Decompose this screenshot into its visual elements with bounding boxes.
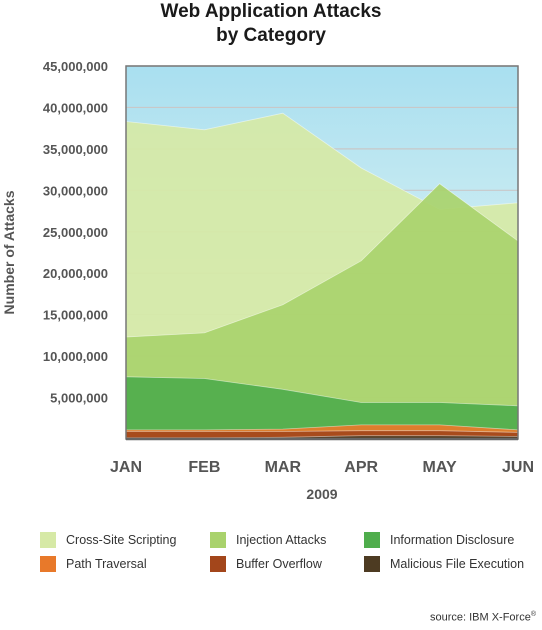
legend-item: Cross-Site Scripting (40, 532, 176, 548)
x-tick-label: FEB (188, 459, 220, 476)
y-tick-labels: 5,000,000 10,000,000 15,000,000 20,000,000 2… (43, 59, 108, 406)
y-tick-label: 25,000,000 (43, 225, 108, 240)
x-tick-label: JAN (110, 459, 142, 476)
x-tick-labels: JAN FEB MAR APR MAY JUN (110, 459, 534, 476)
registered-mark: ® (530, 611, 536, 619)
y-tick-label: 30,000,000 (43, 183, 108, 198)
y-tick-label: 15,000,000 (43, 308, 108, 323)
legend-label: Buffer Overflow (236, 557, 322, 571)
legend-label: Injection Attacks (236, 533, 327, 547)
x-tick-label: MAR (265, 459, 302, 476)
y-tick-label: 20,000,000 (43, 266, 108, 281)
legend-swatch (210, 556, 226, 572)
y-tick-label: 10,000,000 (43, 349, 108, 364)
legend-swatch (40, 532, 56, 548)
x-tick-label: JUN (502, 459, 534, 476)
x-tick-label: MAY (423, 459, 457, 476)
legend-item: Information Disclosure (364, 532, 514, 548)
legend-swatch (210, 532, 226, 548)
legend-swatch (364, 532, 380, 548)
legend-item: Malicious File Execution (364, 556, 524, 572)
y-tick-label: 40,000,000 (43, 100, 108, 115)
legend-swatch (364, 556, 380, 572)
legend-label: Path Traversal (66, 557, 147, 571)
y-tick-label: 5,000,000 (50, 391, 108, 406)
legend-label: Malicious File Execution (390, 557, 525, 571)
x-tick-label: APR (344, 459, 378, 476)
series-areas (125, 112, 519, 440)
source-note: source: IBM X-Force® (430, 611, 536, 624)
source-text: source: IBM X-Force (429, 612, 531, 624)
y-axis-title: Number of Attacks (1, 190, 17, 314)
legend-item: Path Traversal (40, 556, 147, 572)
y-tick-label: 45,000,000 (43, 59, 108, 74)
x-axis-title: 2009 (306, 486, 337, 502)
legend-swatch (40, 556, 56, 572)
legend-item: Buffer Overflow (210, 556, 322, 572)
legend-label: Cross-Site Scripting (66, 533, 177, 547)
chart-title-line-2: by Category (216, 25, 326, 46)
y-tick-label: 35,000,000 (43, 142, 108, 157)
legend-label: Information Disclosure (390, 533, 515, 547)
chart-title: Web Application Attacks by Category (0, 0, 542, 48)
chart-title-line-1: Web Application Attacks (160, 1, 382, 22)
legend-item: Injection Attacks (210, 532, 326, 548)
area-chart: 5,000,000 10,000,000 15,000,000 20,000,000 2… (1, 59, 534, 502)
